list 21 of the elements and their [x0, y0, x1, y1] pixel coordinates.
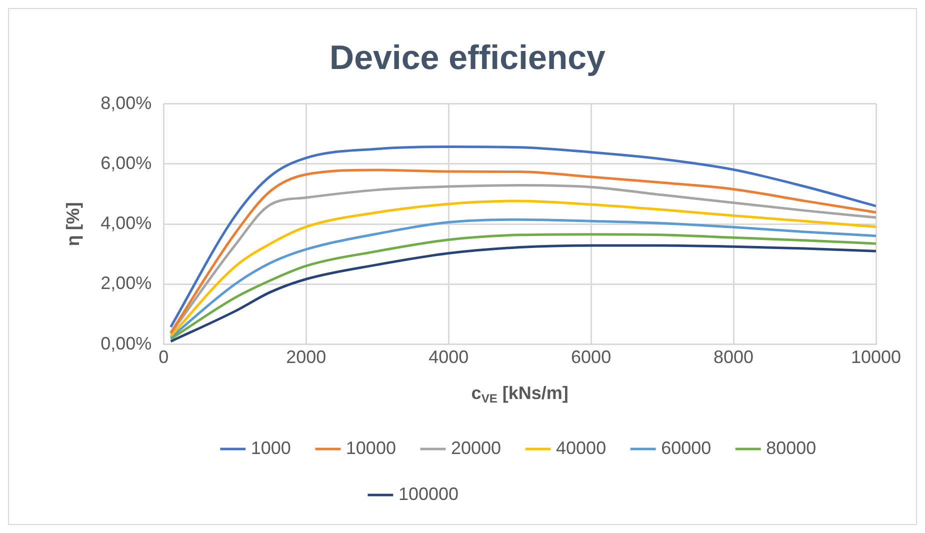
- legend-label: 20000: [450, 438, 502, 458]
- y-tick-label: 8,00%: [100, 92, 152, 113]
- line-series: [170, 146, 876, 328]
- x-tick-label: 0: [158, 347, 169, 368]
- y-tick-label: 0,00%: [100, 333, 152, 354]
- y-axis-title: η [%]: [62, 202, 83, 246]
- legend-label: 1000: [250, 438, 291, 458]
- y-tick-label: 4,00%: [100, 213, 152, 234]
- legend-label: 10000: [346, 438, 396, 458]
- chart-title: Device efficiency: [330, 38, 606, 77]
- x-tick-label: 8000: [714, 347, 754, 368]
- x-tick-label: 4000: [428, 347, 469, 368]
- legend-label: 40000: [556, 438, 606, 458]
- y-tick-label: 6,00%: [100, 152, 152, 173]
- x-tick-label: 2000: [286, 347, 326, 368]
- legend-label: 80000: [766, 438, 816, 458]
- y-tick-label: 2,00%: [100, 273, 152, 294]
- x-tick-label: 6000: [571, 347, 612, 368]
- legend-label: 100000: [398, 484, 459, 504]
- legend-label: 60000: [661, 438, 712, 458]
- x-tick-label: 10000: [850, 347, 902, 368]
